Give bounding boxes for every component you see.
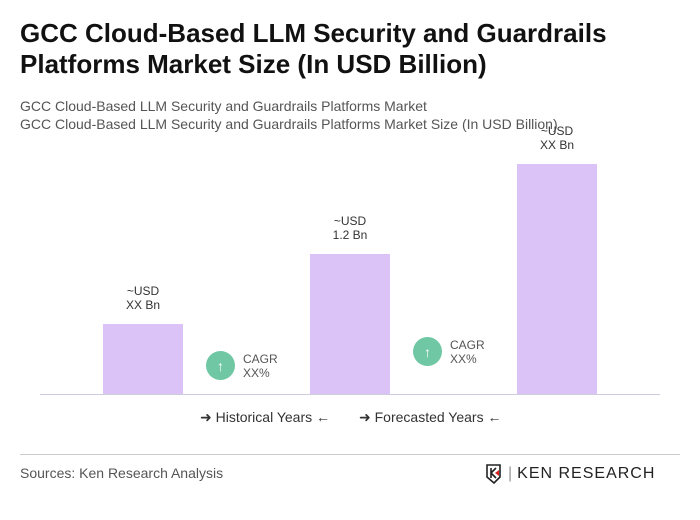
cagr-label: CAGR — [450, 337, 485, 352]
data-label: ~USD XX Bn — [125, 284, 161, 312]
arrow-right-icon: ➜ — [200, 409, 212, 425]
arrow-left-icon: ← — [316, 409, 331, 425]
cagr-value: XX% — [243, 365, 270, 380]
legend-historical: ➜ Historical Years ← — [200, 409, 330, 426]
data-label: ~USD XX Bn — [539, 124, 575, 153]
arrow-right-icon: ➜ — [359, 409, 371, 425]
legend-label: Forecasted Years — [374, 409, 484, 425]
arrow-left-icon: ← — [487, 409, 502, 425]
data-label: ~USD 1.2 Bn — [332, 214, 368, 242]
x-axis-line — [40, 394, 660, 395]
arrow-up-icon: ↑ — [413, 337, 442, 366]
cagr-indicator: ↑ CAGR XX% — [413, 337, 485, 366]
ken-research-logo: | KEN RESEARCH — [486, 464, 655, 484]
logo-text: KEN RESEARCH — [517, 465, 656, 482]
bar — [517, 164, 597, 394]
bar — [310, 254, 390, 394]
cagr-value: XX% — [450, 351, 477, 366]
source-note: Sources: Ken Research Analysis — [20, 465, 224, 481]
cagr-label: CAGR — [243, 351, 278, 366]
bar — [103, 324, 183, 394]
arrow-up-icon: ↑ — [206, 351, 235, 380]
subtitle: GCC Cloud-Based LLM Security and Guardra… — [20, 98, 427, 114]
cagr-indicator: ↑ CAGR XX% — [206, 351, 278, 380]
legend-forecasted: ➜ Forecasted Years ← — [359, 409, 501, 426]
page-title: GCC Cloud-Based LLM Security and Guardra… — [20, 18, 607, 79]
legend-label: Historical Years — [215, 409, 313, 425]
subtitle-2: GCC Cloud-Based LLM Security and Guardra… — [20, 116, 558, 132]
logo-icon — [486, 464, 501, 484]
divider — [20, 454, 680, 455]
